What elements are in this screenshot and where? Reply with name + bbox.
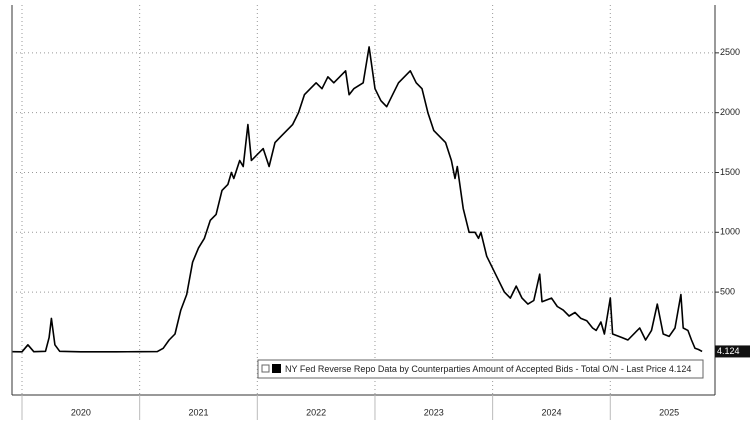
y-tick-label: 2000 <box>720 107 740 117</box>
x-tick-label: 2020 <box>71 407 91 417</box>
y-tick-label: 1500 <box>720 167 740 177</box>
plot-area <box>12 5 715 395</box>
x-tick-label: 2023 <box>424 407 444 417</box>
legend-icon-box <box>261 364 270 373</box>
legend-label: NY Fed Reverse Repo Data by Counterparti… <box>285 364 691 374</box>
x-tick-label: 2024 <box>541 407 561 417</box>
legend-box <box>257 359 704 379</box>
series-line <box>12 46 703 353</box>
x-tick-label: 2021 <box>188 407 208 417</box>
legend-swatch <box>272 364 281 373</box>
y-tick-label: 500 <box>720 286 735 296</box>
x-tick-label: 2025 <box>659 407 679 417</box>
legend: NY Fed Reverse Repo Data by Counterparti… <box>257 359 704 379</box>
last-price-tag <box>715 345 750 358</box>
x-tick-label: 2022 <box>306 407 326 417</box>
last-price-label: 4.124 <box>717 346 740 356</box>
y-tick-label: 2500 <box>720 47 740 57</box>
y-tick-label: 1000 <box>720 227 740 237</box>
